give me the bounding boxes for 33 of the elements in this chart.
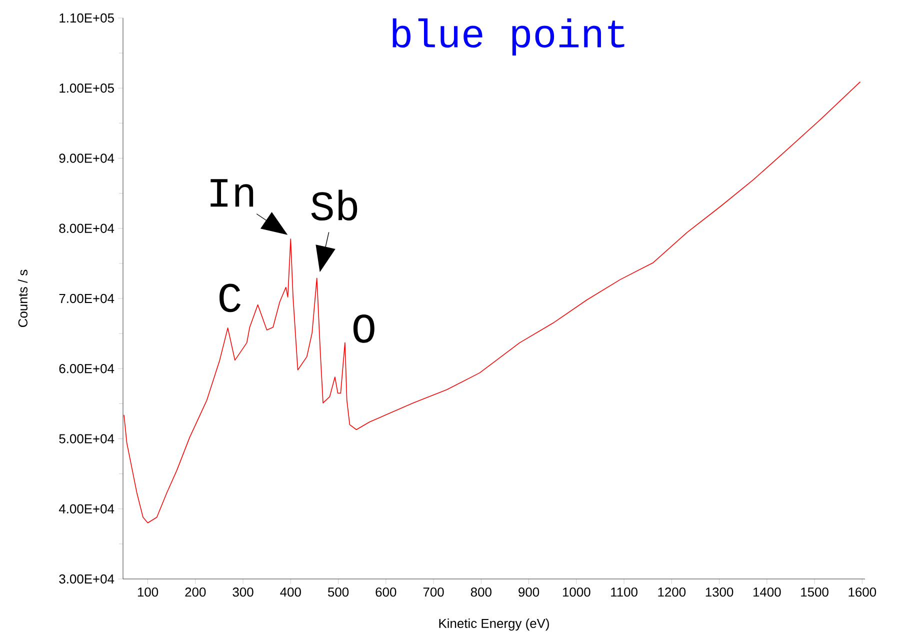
x-tick-label: 1100 <box>611 588 638 597</box>
line-series <box>124 81 861 524</box>
y-axis-title: Counts / s <box>18 270 28 327</box>
x-tick-label: 900 <box>518 588 540 597</box>
y-tick-label: 4.00E+04 <box>58 504 114 514</box>
x-tick-label: 400 <box>280 588 301 597</box>
x-tick-label: 800 <box>470 588 492 597</box>
y-tick-label: 6.00E+04 <box>59 364 114 374</box>
y-tick-label: 9.00E+04 <box>59 154 114 163</box>
x-tick-label: 1600 <box>848 588 876 597</box>
annotation: O <box>353 314 374 343</box>
annotation: Sb <box>311 190 358 221</box>
annotation: C <box>220 284 241 312</box>
x-tick-label: 1000 <box>562 588 590 597</box>
y-tick-label: 8.00E+04 <box>59 224 114 233</box>
x-tick-label: 1400 <box>753 588 781 597</box>
x-tick-label: 1200 <box>658 588 686 597</box>
x-tick-label: 500 <box>328 588 349 597</box>
x-axis-title: Kinetic Energy (eV) <box>439 618 549 631</box>
y-tick-label: 1.10E+05 <box>60 13 114 23</box>
x-tick-label: 1500 <box>801 588 828 597</box>
y-tick-label: 7.00E+04 <box>59 294 114 304</box>
x-tick-label: 700 <box>423 588 444 597</box>
x-tick-label: 100 <box>138 588 158 597</box>
x-tick-label: 200 <box>185 588 206 597</box>
chart-title: blue point <box>392 18 624 56</box>
x-tick-label: 300 <box>232 588 254 597</box>
x-tick-label: 1300 <box>706 588 734 597</box>
annotation: In <box>210 179 254 207</box>
y-tick-label: 1.00E+05 <box>60 84 114 93</box>
y-tick-label: 5.00E+04 <box>59 434 114 444</box>
y-tick-label: 3.00E+04 <box>59 574 114 584</box>
x-tick-label: 600 <box>376 588 396 597</box>
